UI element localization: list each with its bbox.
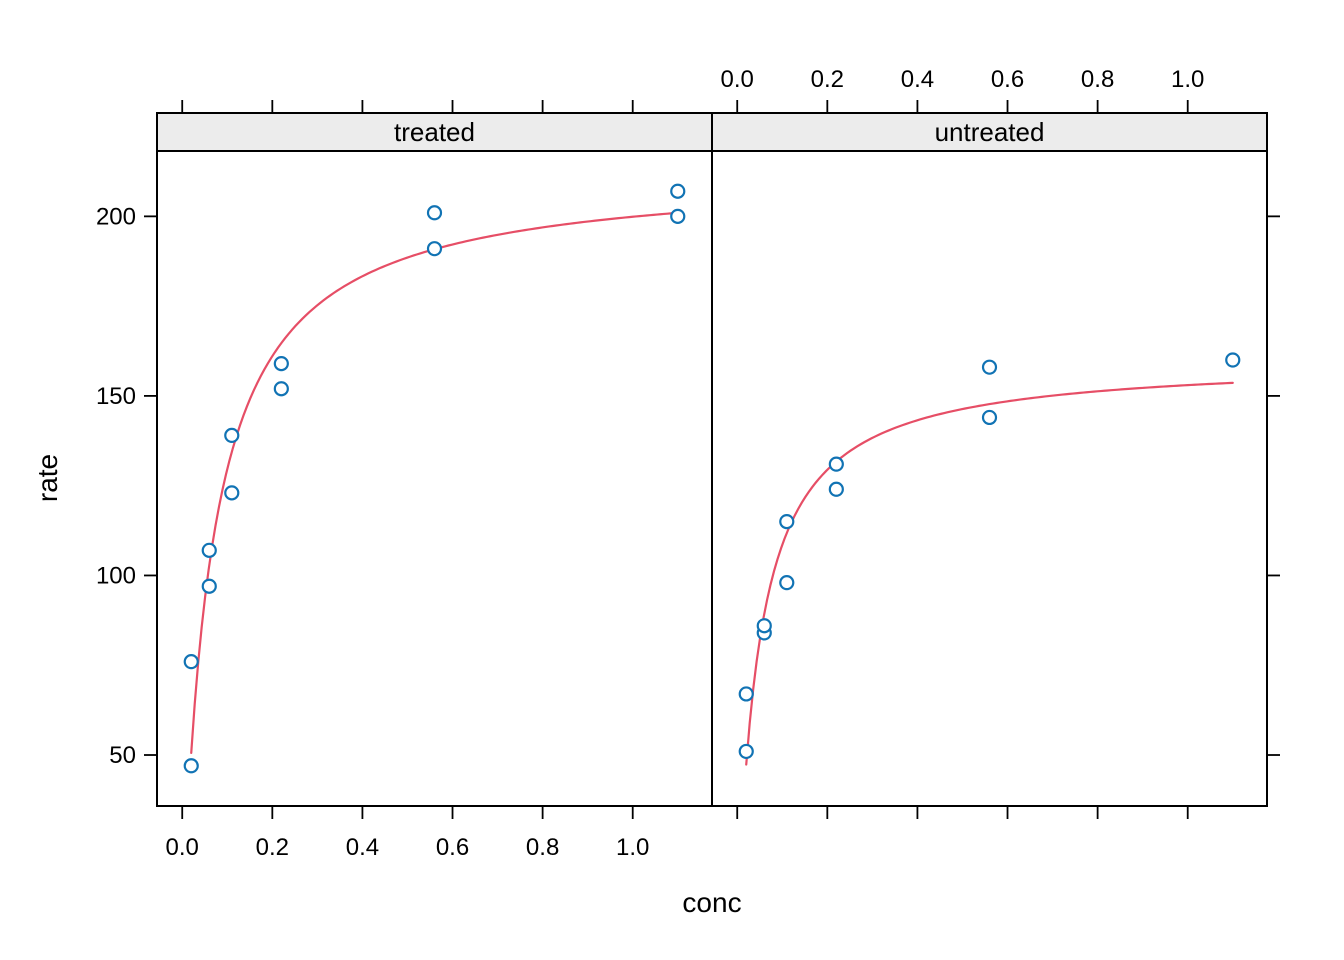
x-tick-label: 0.4: [346, 834, 379, 861]
panel-border: [711, 150, 1268, 807]
data-point: [201, 542, 217, 558]
x-tick-label: 0.2: [256, 834, 289, 861]
x-tick-label: 0.8: [1081, 66, 1114, 93]
x-tick-label: 1.0: [616, 834, 649, 861]
x-tick-label: 0.6: [991, 66, 1024, 93]
data-point: [183, 758, 199, 774]
data-point: [426, 241, 443, 257]
y-tick-label: 200: [96, 203, 136, 230]
x-tick-label: 0.2: [811, 66, 844, 93]
data-point: [426, 205, 443, 221]
x-tick-label: 0.0: [166, 834, 199, 861]
data-point: [183, 654, 199, 670]
x-tick-label: 0.0: [721, 66, 754, 93]
data-point: [779, 575, 795, 591]
y-tick-label: 100: [96, 562, 136, 589]
x-tick-label: 1.0: [1171, 66, 1204, 93]
data-point: [273, 355, 289, 372]
y-tick-label: 150: [96, 383, 136, 410]
data-point: [670, 208, 686, 224]
panel-strip: [156, 112, 713, 152]
y-axis-title: rate: [32, 454, 63, 502]
fit-curve: [745, 381, 1234, 766]
data-point: [670, 183, 686, 199]
x-axis-title: conc: [682, 887, 741, 918]
strip-label-treated: treated: [394, 117, 475, 147]
panels-group: 0.0 0.2 0.4 0.6 0.8 1.0 50 100 150 200 0.0 0.2 0.4 0.…: [96, 66, 1280, 861]
data-point: [738, 686, 754, 702]
data-point: [738, 743, 754, 760]
y-tick-label: 50: [109, 742, 136, 769]
data-point: [981, 409, 998, 426]
data-point: [201, 578, 217, 594]
data-point: [273, 381, 289, 397]
strip-label-untreated: untreated: [935, 117, 1045, 147]
x-tick-label: 0.8: [526, 834, 559, 861]
data-point: [756, 618, 772, 634]
data-point: [224, 427, 240, 444]
x-tick-label: 0.4: [901, 66, 934, 93]
data-point: [1225, 352, 1241, 368]
panel-strip: [711, 112, 1268, 152]
data-point: [224, 485, 240, 501]
data-point: [828, 456, 844, 472]
data-point: [828, 481, 844, 497]
data-point: [779, 513, 795, 530]
x-tick-label: 0.6: [436, 834, 469, 861]
fit-curve: [190, 211, 679, 755]
data-point: [981, 359, 998, 375]
